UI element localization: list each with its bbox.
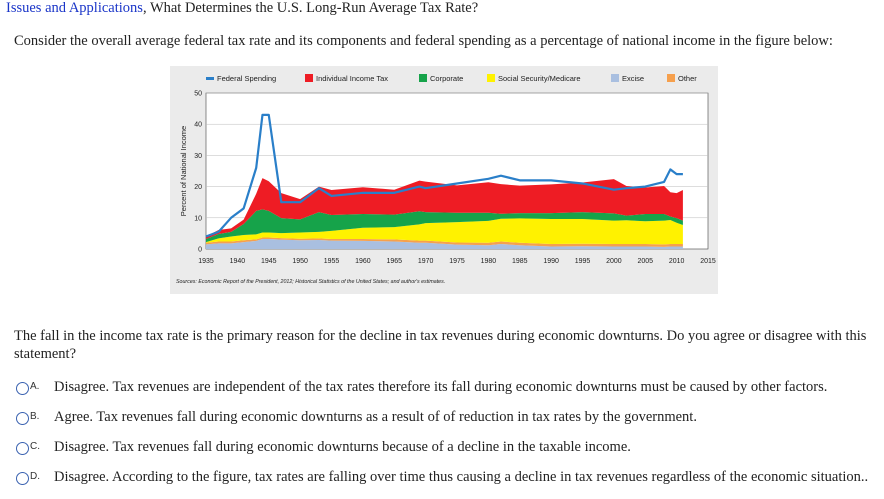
option-a[interactable]: A. Disagree. Tax revenues are independen…: [16, 379, 882, 409]
area-social: [206, 218, 683, 245]
x-tick-label: 1965: [386, 258, 402, 265]
y-tick-label: 50: [194, 91, 202, 98]
legend-label: Federal Spending: [217, 74, 276, 83]
option-c[interactable]: C. Disagree. Tax revenues fall during ec…: [16, 439, 882, 469]
header-separator: ,: [142, 0, 150, 16]
x-tick-label: 1970: [418, 258, 434, 265]
y-tick-label: 10: [194, 215, 202, 222]
area-corporate: [206, 209, 683, 243]
legend-label: Excise: [622, 74, 644, 83]
tax-rate-chart: 0 10 20 30 40 50 1935 1940 1945 1950 1955 1960 1965 1…: [176, 74, 716, 285]
x-tick-label: 1950: [292, 258, 308, 265]
radio-button[interactable]: [16, 442, 29, 455]
legend-label: Individual Income Tax: [316, 74, 388, 83]
x-tick-label: 2010: [669, 258, 685, 265]
y-tick-label: 20: [194, 184, 202, 191]
x-tick-label: 1985: [512, 258, 528, 265]
option-letter: C.: [30, 441, 40, 452]
x-tick-label: 2005: [637, 258, 653, 265]
answer-options: A. Disagree. Tax revenues are independen…: [16, 379, 882, 499]
option-text[interactable]: Disagree. Tax revenues are independent o…: [54, 379, 828, 395]
area-individual: [206, 178, 683, 240]
option-letter: A.: [30, 381, 40, 392]
x-tick-label: 1955: [324, 258, 340, 265]
option-letter: D.: [30, 471, 40, 482]
radio-button[interactable]: [16, 382, 29, 395]
x-tick-label: 1995: [575, 258, 591, 265]
legend-label: Social Security/Medicare: [498, 74, 581, 83]
legend-swatch-individual: [305, 74, 313, 82]
y-tick-label: 30: [194, 153, 202, 160]
option-d[interactable]: D. Disagree. According to the figure, ta…: [16, 469, 882, 499]
legend-swatch-spending: [206, 77, 214, 80]
x-tick-label: 1980: [481, 258, 497, 265]
page-header: Issues and Applications, What Determines…: [6, 0, 478, 17]
radio-button[interactable]: [16, 472, 29, 485]
option-b[interactable]: B. Agree. Tax revenues fall during econo…: [16, 409, 882, 439]
x-tick-label: 1960: [355, 258, 371, 265]
header-title: What Determines the U.S. Long-Run Averag…: [149, 0, 479, 16]
question-text: The fall in the income tax rate is the p…: [14, 328, 867, 362]
option-letter: B.: [30, 411, 40, 422]
x-tick-label: 1975: [449, 258, 465, 265]
option-text[interactable]: Disagree. According to the figure, tax r…: [54, 469, 869, 485]
legend-label: Corporate: [430, 74, 463, 83]
x-tick-label: 1940: [230, 258, 246, 265]
x-tick-label: 1935: [198, 258, 214, 265]
tax-rate-figure: 0 10 20 30 40 50 1935 1940 1945 1950 1955 1960 1965 1…: [170, 66, 718, 294]
option-text[interactable]: Disagree. Tax revenues fall during econo…: [54, 439, 631, 455]
x-tick-label: 1945: [261, 258, 277, 265]
y-axis-label: Percent of National Income: [179, 126, 188, 216]
y-tick-label: 40: [194, 122, 202, 129]
legend-swatch-corporate: [419, 74, 427, 82]
legend-swatch-social: [487, 74, 495, 82]
area-other: [206, 237, 683, 247]
source-note: Sources: Economic Report of the Presiden…: [176, 279, 445, 285]
y-tick-label: 0: [198, 247, 202, 254]
area-excise: [206, 239, 683, 249]
x-tick-label: 2000: [606, 258, 622, 265]
line-federal-spending: [205, 113, 683, 238]
x-tick-label: 1990: [543, 258, 559, 265]
radio-button[interactable]: [16, 412, 29, 425]
legend-label: Other: [678, 74, 697, 83]
legend-swatch-other: [667, 74, 675, 82]
x-tick-label: 2015: [700, 258, 716, 265]
option-text[interactable]: Agree. Tax revenues fall during economic…: [54, 409, 697, 425]
prompt-text: Consider the overall average federal tax…: [14, 33, 833, 49]
legend-swatch-excise: [611, 74, 619, 82]
issues-link[interactable]: Issues and Applications: [6, 0, 143, 16]
